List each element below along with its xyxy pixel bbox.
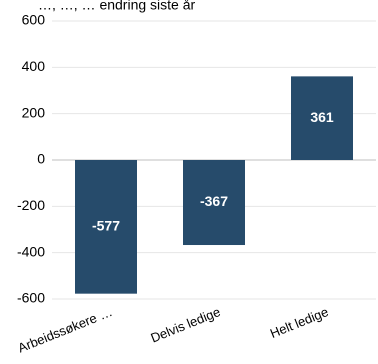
y-tick-label: -400 bbox=[17, 243, 45, 259]
y-tick-label: 400 bbox=[22, 58, 46, 74]
bar bbox=[291, 76, 353, 160]
labels: 600 400 200 0 -200 -400 -600 -577 Arbeidssøkere … bbox=[16, 12, 334, 356]
x-tick-label: Delvis ledige bbox=[148, 304, 222, 346]
y-tick-label: -600 bbox=[17, 290, 45, 306]
x-tick-label: Helt ledige bbox=[268, 304, 331, 341]
bars bbox=[75, 76, 353, 294]
data-label: -577 bbox=[92, 218, 120, 234]
bar bbox=[75, 160, 137, 294]
y-tick-label: 200 bbox=[22, 104, 46, 120]
y-tick-label: 0 bbox=[37, 151, 45, 167]
data-label: -367 bbox=[200, 193, 228, 209]
y-tick-label: -200 bbox=[17, 197, 45, 213]
x-tick-label: Arbeidssøkere … bbox=[16, 304, 115, 356]
chart-title: …, …, … endring siste år bbox=[38, 0, 196, 13]
data-label: 361 bbox=[310, 109, 334, 125]
bar bbox=[183, 160, 245, 246]
y-tick-label: 600 bbox=[22, 12, 46, 28]
